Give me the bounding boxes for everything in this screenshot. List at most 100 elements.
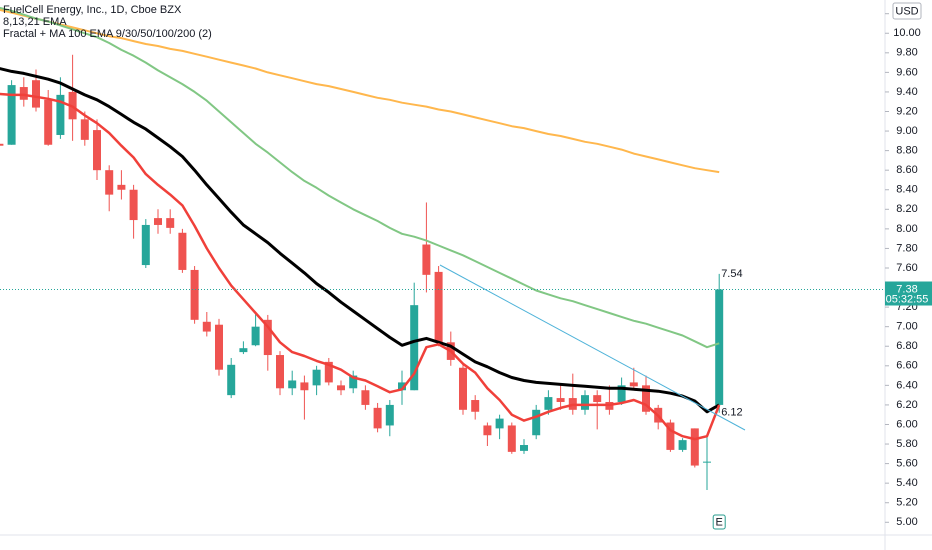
candle-body (312, 369, 321, 386)
axes: 5.00 5.20 5.40 5.60 5.80 6.00 6.20 6.40 6.60 6.80… (885, 8, 932, 528)
y-tick-label: 8.80 (896, 145, 917, 157)
y-tick-label: 8.60 (896, 164, 917, 176)
candle-body (19, 87, 28, 100)
candle-body (385, 404, 394, 426)
price-tag (885, 281, 932, 306)
candle-body (32, 80, 40, 108)
candle-body (361, 390, 370, 405)
ema-line (0, 67, 720, 414)
candle-body (93, 130, 101, 171)
y-tick-label: 5.60 (896, 458, 917, 470)
ema-line (0, 6, 720, 349)
candle-body (56, 94, 65, 135)
candle-body (422, 244, 431, 275)
candle-body (507, 425, 516, 452)
y-tick-label: 9.80 (896, 47, 917, 59)
candle-body (227, 364, 236, 396)
candle-body (678, 440, 687, 450)
candle-body (166, 218, 175, 228)
candle-body (703, 461, 711, 463)
candle-body (288, 380, 297, 389)
y-tick-label: 6.80 (896, 340, 917, 352)
time-axis-panel (0, 535, 932, 550)
candle-body (337, 385, 345, 391)
chart-title: FuelCell Energy, Inc., 1D, Cboe BZX (3, 4, 182, 16)
y-tick-label: 9.60 (896, 66, 917, 78)
price-tag-value: 7.38 (896, 283, 917, 295)
candle-body (410, 305, 419, 391)
candle-body (556, 398, 565, 402)
candle-body (434, 271, 443, 343)
candle-body (263, 319, 272, 356)
candle-body (141, 224, 150, 266)
y-tick-label: 5.00 (896, 516, 917, 528)
y-tick-label: 7.60 (896, 262, 917, 274)
plot-area (0, 6, 885, 491)
candle-body (300, 382, 309, 391)
candle-body (251, 326, 260, 346)
ema-line (0, 92, 721, 441)
candle-body (105, 170, 114, 195)
candle-body (690, 428, 699, 466)
candle-body (373, 407, 382, 429)
trend-line (439, 264, 746, 431)
y-tick-label: 5.40 (896, 477, 917, 489)
y-tick-label: 6.20 (896, 399, 917, 411)
y-tick-label: 8.20 (896, 203, 917, 215)
candle-body (190, 269, 199, 320)
candle-body (642, 385, 650, 412)
candle-body (629, 382, 638, 387)
y-tick-label: 9.40 (896, 86, 917, 98)
candle-body (154, 218, 162, 225)
y-tick-label: 9.20 (896, 105, 917, 117)
candle-body (544, 397, 553, 410)
countdown: 05:32:55 (886, 293, 929, 305)
indicator-label: Fractal + MA 100 EMA 9/30/50/100/200 (2) (3, 28, 212, 40)
candle-body (520, 445, 528, 451)
y-tick-label: 6.00 (896, 418, 917, 430)
currency[interactable]: USD (895, 5, 918, 17)
y-tick-label: 6.40 (896, 379, 917, 391)
overlay: 21Jul121926Aug91623Sep1320Oct7.546.12E (0, 268, 886, 549)
price-axis-panel (885, 0, 932, 550)
candle-body (324, 361, 333, 383)
candle-body (129, 189, 138, 221)
low-label: 6.12 (721, 407, 742, 419)
candle-body (7, 85, 16, 145)
y-tick-label: 7.80 (896, 242, 917, 254)
y-tick-label: 6.60 (896, 360, 917, 372)
earnings-marker[interactable]: E (716, 516, 723, 528)
y-tick-label: 5.20 (896, 497, 917, 509)
earnings-box[interactable] (712, 514, 726, 530)
y-tick-label: 7.00 (896, 321, 917, 333)
candle-body (178, 232, 187, 270)
candle-body (117, 184, 126, 190)
candle-body (215, 324, 223, 370)
y-tick-label: 10.00 (893, 27, 921, 39)
candle-body (276, 355, 284, 389)
y-tick-label: 9.00 (896, 125, 917, 137)
candle-body (483, 425, 492, 436)
candle-body (617, 385, 626, 402)
candle-body (532, 409, 541, 436)
candle-body (715, 289, 724, 405)
candle-body (459, 367, 467, 410)
currency-box[interactable] (892, 2, 922, 20)
indicator-label: 8,13,21 EMA (3, 16, 67, 28)
candle-body (581, 395, 589, 410)
candle-body (495, 418, 504, 429)
candle-body (666, 422, 675, 450)
ema-line (0, 8, 720, 174)
candle-body (593, 395, 602, 402)
y-tick-label: 5.80 (896, 438, 917, 450)
y-tick-label: 8.40 (896, 184, 917, 196)
candle-body (239, 348, 248, 353)
candle-body (471, 400, 480, 412)
candle-body (349, 375, 358, 389)
candle-body (202, 321, 211, 332)
y-tick-label: 8.00 (896, 223, 917, 235)
candle-body (0, 143, 4, 146)
candle-body (398, 382, 406, 391)
